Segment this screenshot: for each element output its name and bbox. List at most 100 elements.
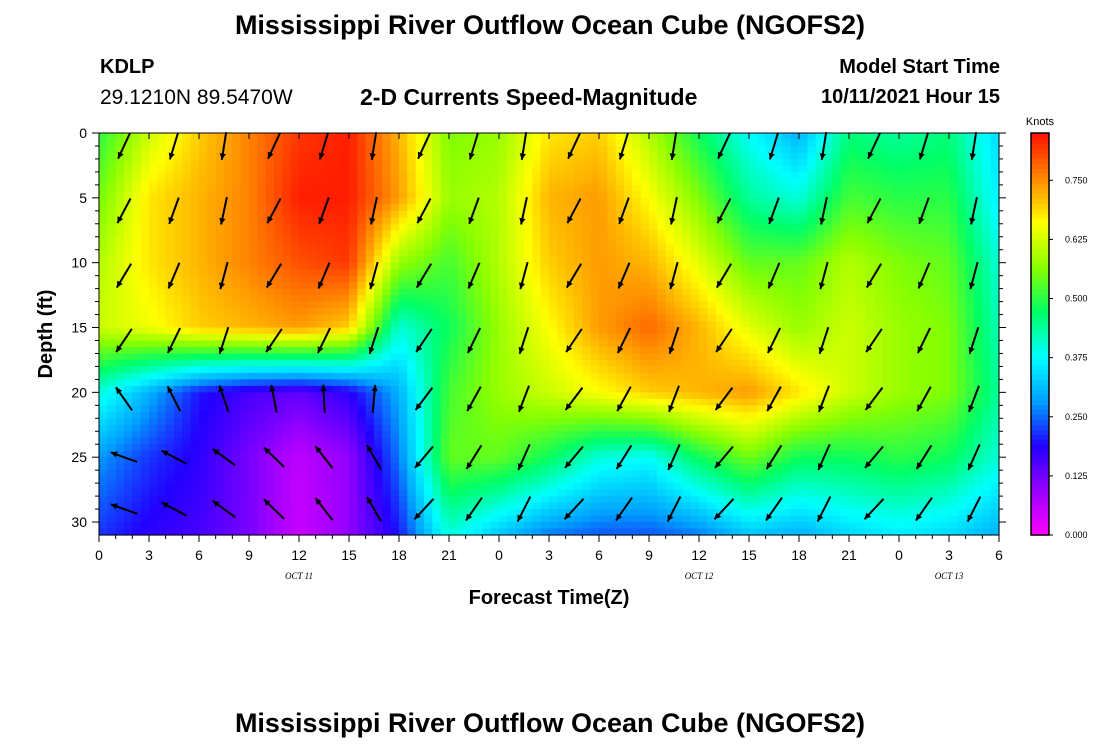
heatmap-cell <box>590 321 600 329</box>
heatmap-cell <box>365 210 375 218</box>
heatmap-cell <box>740 522 750 530</box>
heatmap-cell <box>674 191 683 199</box>
heatmap-cell <box>674 178 683 186</box>
heatmap-cell <box>607 191 617 199</box>
heatmap-cell <box>357 366 367 374</box>
heatmap-cell <box>740 444 750 452</box>
heatmap-cell <box>399 437 408 445</box>
heatmap-cell <box>290 528 300 536</box>
heatmap-cell <box>382 165 392 173</box>
heatmap-cell <box>407 509 417 517</box>
heatmap-cell <box>124 528 133 536</box>
heatmap-cell <box>649 489 658 497</box>
heatmap-cell <box>390 489 400 497</box>
heatmap-cell <box>407 275 417 283</box>
heatmap-cell <box>432 450 442 458</box>
heatmap-cell <box>157 152 167 160</box>
heatmap-cell <box>707 457 717 465</box>
heatmap-cell <box>365 398 375 406</box>
heatmap-cell <box>357 522 367 530</box>
heatmap-cell <box>265 269 275 277</box>
heatmap-cell <box>532 450 542 458</box>
heatmap-cell <box>315 515 325 523</box>
heatmap-cell <box>724 366 733 374</box>
heatmap-cell <box>207 372 217 380</box>
heatmap-cell <box>374 314 383 322</box>
heatmap-cell <box>307 256 317 264</box>
heatmap-cell <box>199 197 208 205</box>
heatmap-cell <box>457 509 467 517</box>
heatmap-cell <box>440 139 450 147</box>
heatmap-cell <box>174 379 183 387</box>
heatmap-cell <box>440 158 450 167</box>
heatmap-cell <box>374 444 383 452</box>
heatmap-cell <box>582 392 592 400</box>
heatmap-cell <box>140 133 150 141</box>
heatmap-cell <box>590 139 600 147</box>
heatmap-cell <box>732 418 742 426</box>
heatmap-cell <box>224 133 233 141</box>
heatmap-cell <box>524 411 533 419</box>
heatmap-cell <box>657 321 667 329</box>
heatmap-cell <box>199 528 208 536</box>
heatmap-cell <box>115 243 125 251</box>
heatmap-cell <box>440 457 450 465</box>
heatmap-cell <box>665 327 675 335</box>
heatmap-cell <box>682 197 692 205</box>
heatmap-cell <box>699 372 708 380</box>
heatmap-cell <box>399 145 408 154</box>
heatmap-cell <box>332 327 342 335</box>
heatmap-cell <box>332 230 342 238</box>
heatmap-cell <box>199 223 208 231</box>
heatmap-cell <box>524 372 533 380</box>
heatmap-cell <box>265 476 275 484</box>
heatmap-cell <box>624 249 633 257</box>
heatmap-cell <box>282 275 292 283</box>
heatmap-cell <box>615 431 625 439</box>
heatmap-cell <box>182 385 192 393</box>
heatmap-cell <box>357 210 367 218</box>
heatmap-cell <box>574 398 583 406</box>
heatmap-cell <box>757 139 767 147</box>
heatmap-cell <box>565 256 575 264</box>
heatmap-cell <box>274 217 283 225</box>
heatmap-cell <box>399 366 408 374</box>
heatmap-cell <box>740 496 750 504</box>
heatmap-cell <box>474 346 483 355</box>
heatmap-cell <box>174 301 183 309</box>
heatmap-cell <box>265 308 275 316</box>
heatmap-cell <box>474 476 483 484</box>
heatmap-cell <box>557 282 567 290</box>
heatmap-cell <box>657 165 667 173</box>
heatmap-cell <box>632 165 642 173</box>
heatmap-cell <box>524 522 533 530</box>
heatmap-cell <box>399 269 408 277</box>
heatmap-cell <box>415 314 425 322</box>
heatmap-cell <box>132 444 142 452</box>
heatmap-cell <box>107 366 117 374</box>
heatmap-cell <box>107 295 117 303</box>
heatmap-cell <box>349 243 358 251</box>
heatmap-cell <box>515 275 525 283</box>
heatmap-cell <box>699 171 708 179</box>
heatmap-cell <box>207 346 217 355</box>
heatmap-cell <box>415 489 425 497</box>
heatmap-cell <box>224 243 233 251</box>
heatmap-cell <box>349 308 358 316</box>
heatmap-cell <box>390 262 400 270</box>
heatmap-cell <box>615 476 625 484</box>
heatmap-cell <box>749 450 758 458</box>
heatmap-cell <box>240 379 250 387</box>
heatmap-cell <box>582 210 592 218</box>
heatmap-cell <box>715 515 725 523</box>
heatmap-cell <box>265 230 275 238</box>
heatmap-cell <box>207 165 217 173</box>
heatmap-cell <box>532 145 542 154</box>
heatmap-cell <box>524 392 533 400</box>
heatmap-cell <box>690 236 700 244</box>
heatmap-cell <box>315 256 325 264</box>
heatmap-cell <box>132 243 142 251</box>
heatmap-cell <box>374 133 383 141</box>
heatmap-cell <box>557 502 567 510</box>
heatmap-cell <box>432 133 442 141</box>
